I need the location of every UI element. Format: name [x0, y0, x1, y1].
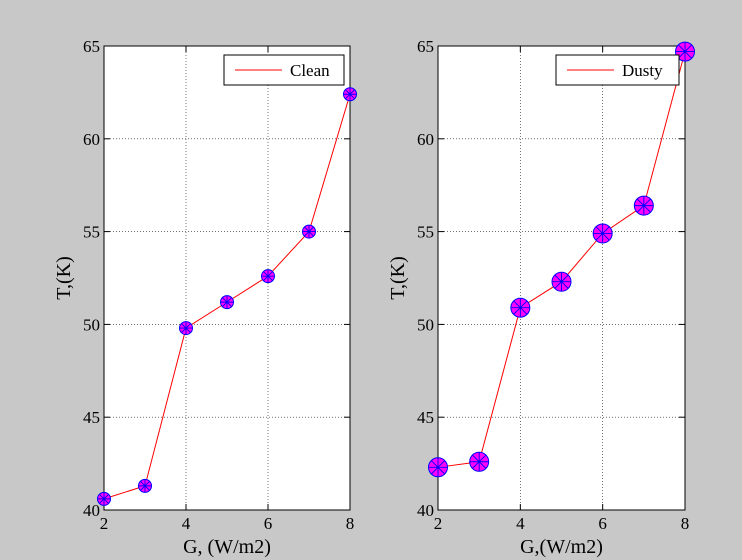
left-y-tick-label: 60: [83, 130, 100, 149]
right-y-tick-label: 55: [417, 223, 434, 242]
left-legend: Clean: [223, 54, 345, 86]
left-y-tick-label: 50: [83, 315, 100, 334]
right-x-tick-label: 8: [681, 514, 690, 533]
left-marker-star: [261, 269, 275, 283]
right-data-point: [675, 41, 695, 62]
left-marker-star: [343, 87, 357, 101]
left-y-tick-label: 65: [83, 37, 100, 56]
right-legend: Dusty: [555, 54, 680, 86]
right-marker-star: [469, 452, 489, 472]
left-data-point: [138, 478, 152, 493]
left-data-point: [302, 224, 316, 239]
right-y-tick-label: 50: [417, 315, 434, 334]
right-marker-star: [593, 223, 613, 243]
right-marker-star: [634, 196, 654, 216]
left-legend-label: Clean: [290, 61, 330, 80]
right-data-point: [469, 451, 490, 472]
right-marker-star: [510, 298, 530, 318]
left-marker-star: [302, 225, 316, 239]
left-marker-star: [179, 321, 193, 335]
right-y-axis-label: T,(K): [387, 256, 409, 300]
left-data-point: [179, 321, 193, 336]
left-data-point: [261, 269, 275, 284]
left-data-point: [220, 295, 234, 310]
right-y-tick-label: 60: [417, 130, 434, 149]
right-marker-star: [675, 42, 695, 62]
right-data-point: [592, 223, 613, 244]
right-chart: 2 4 6 8 40 45 50 55 60 65 G,(W/m2) T,(K) Dusty: [387, 37, 695, 558]
left-x-tick-label: 4: [182, 514, 191, 533]
right-data-point: [633, 195, 654, 216]
right-x-tick-label: 2: [434, 514, 443, 533]
right-x-tick-label: 4: [516, 514, 525, 533]
left-plot-area: [103, 45, 351, 511]
left-y-tick-label: 40: [83, 501, 100, 520]
left-x-tick-label: 2: [100, 514, 109, 533]
right-data-point: [510, 297, 531, 318]
right-x-axis-label: G,(W/m2): [520, 536, 603, 558]
right-y-tick-label: 40: [417, 501, 434, 520]
left-marker-star: [97, 492, 111, 506]
left-x-axis-label: G, (W/m2): [183, 536, 271, 558]
left-y-tick-label: 55: [83, 223, 100, 242]
right-data-point: [551, 271, 572, 292]
right-data-point: [428, 457, 448, 478]
right-marker-star: [552, 272, 571, 292]
left-marker-star: [138, 479, 152, 493]
right-y-tick-label: 65: [417, 37, 434, 56]
left-y-tick-label: 45: [83, 408, 100, 427]
left-chart: 2 4 6 8 40 45 50 55 60 65 G, (W/m2) T,(K) Clean: [53, 37, 357, 558]
left-marker-star: [220, 295, 234, 309]
left-data-point: [343, 87, 357, 102]
right-legend-label: Dusty: [622, 61, 663, 80]
right-x-tick-label: 6: [598, 514, 607, 533]
left-data-point: [97, 491, 111, 506]
right-y-tick-label: 45: [417, 408, 434, 427]
right-marker-star: [428, 457, 448, 477]
left-y-axis-label: T,(K): [53, 256, 75, 300]
left-x-tick-label: 8: [346, 514, 355, 533]
left-x-tick-label: 6: [264, 514, 273, 533]
